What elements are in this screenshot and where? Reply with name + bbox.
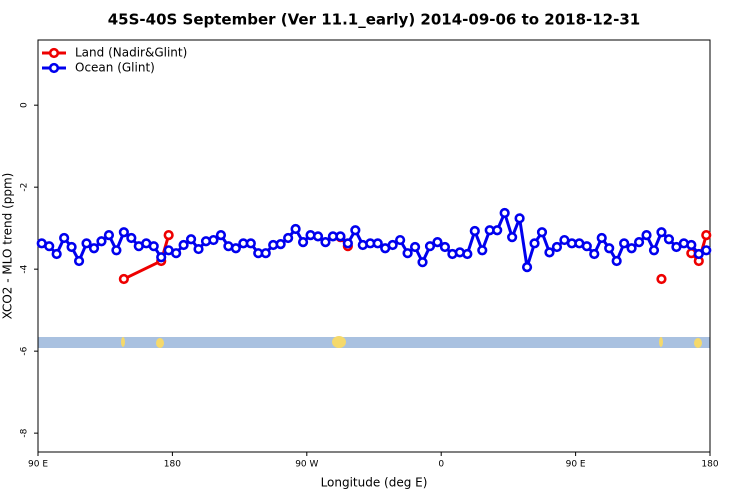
data-point	[350, 225, 361, 236]
x-tick-label: 90 E	[28, 460, 48, 470]
data-point	[656, 273, 667, 285]
data-point	[477, 245, 488, 256]
data-point	[335, 231, 346, 242]
data-point	[163, 230, 174, 241]
data-point	[469, 225, 480, 237]
x-tick-label: 0	[438, 460, 444, 470]
data-point	[551, 241, 563, 253]
data-point	[215, 230, 227, 241]
data-point	[589, 248, 600, 260]
data-point	[118, 227, 129, 238]
data-point	[395, 234, 406, 246]
data-point	[611, 255, 622, 267]
chart-title: 45S-40S September (Ver 11.1_early) 2014-…	[108, 11, 640, 29]
data-point	[283, 232, 294, 244]
data-point	[529, 238, 540, 249]
data-point	[432, 237, 443, 248]
data-point	[409, 241, 421, 253]
legend-marker	[48, 47, 60, 59]
data-point	[536, 227, 548, 238]
data-point	[59, 232, 70, 244]
y-tick-label: -8	[20, 428, 30, 437]
data-point	[693, 248, 704, 260]
x-tick-label: 90 W	[295, 460, 318, 470]
data-point	[424, 241, 436, 252]
data-point	[312, 231, 324, 242]
data-point	[499, 207, 510, 219]
data-point	[701, 230, 712, 241]
data-point	[521, 262, 533, 273]
data-point	[245, 238, 256, 249]
y-tick-label: -2	[20, 183, 30, 192]
y-tick-label: -6	[20, 346, 30, 355]
data-point	[581, 241, 592, 252]
data-point	[402, 248, 413, 259]
legend-item: Ocean (Glint)	[42, 61, 155, 75]
data-point	[596, 232, 607, 244]
data-point	[514, 213, 525, 224]
data-point	[372, 238, 383, 249]
data-point	[387, 239, 398, 251]
data-point	[417, 257, 428, 268]
data-point	[148, 241, 159, 252]
data-point	[663, 234, 675, 245]
data-point	[619, 238, 630, 249]
data-point	[185, 234, 197, 245]
legend-label: Ocean (Glint)	[75, 61, 155, 75]
y-tick-label: 0	[20, 102, 30, 108]
data-point	[633, 237, 645, 248]
x-axis-label: Longitude (deg E)	[321, 476, 428, 490]
legend-item: Land (Nadir&Glint)	[42, 46, 187, 60]
data-point	[290, 223, 301, 235]
data-point	[544, 247, 555, 258]
data-point	[111, 245, 122, 256]
data-point	[208, 234, 219, 246]
data-point	[671, 241, 682, 253]
data-point	[103, 230, 115, 241]
data-point	[507, 232, 518, 243]
data-point	[156, 252, 167, 263]
data-point	[648, 245, 660, 256]
data-point	[492, 225, 503, 236]
data-point	[342, 238, 353, 249]
data-point	[66, 241, 77, 253]
data-point	[656, 227, 667, 238]
data-point	[604, 243, 615, 254]
x-tick-label: 90 E	[566, 460, 586, 470]
x-tick-label: 180	[701, 460, 718, 470]
y-axis-label: XCO2 - MLO trend (ppm)	[1, 173, 15, 320]
data-point	[44, 241, 55, 252]
data-point	[118, 273, 129, 285]
legend-marker	[48, 62, 60, 74]
data-point	[626, 243, 637, 254]
data-point	[439, 241, 451, 253]
legend-label: Land (Nadir&Glint)	[75, 46, 187, 60]
data-point	[686, 239, 697, 251]
data-point	[96, 236, 107, 247]
data-point	[230, 243, 241, 254]
data-point	[320, 237, 331, 248]
data-point	[178, 239, 189, 251]
data-point	[462, 248, 473, 260]
data-point	[641, 230, 652, 241]
data-point	[260, 248, 271, 259]
data-point	[88, 243, 100, 254]
data-point	[701, 245, 712, 256]
map-strip	[38, 336, 710, 348]
data-point	[51, 248, 62, 260]
y-tick-label: -4	[20, 264, 30, 273]
data-point	[126, 232, 137, 244]
data-point	[275, 239, 286, 250]
data-point	[297, 237, 309, 248]
x-tick-label: 180	[164, 460, 181, 470]
data-point	[73, 255, 85, 267]
data-point	[171, 248, 182, 259]
data-point	[81, 238, 92, 249]
data-point	[193, 243, 204, 255]
